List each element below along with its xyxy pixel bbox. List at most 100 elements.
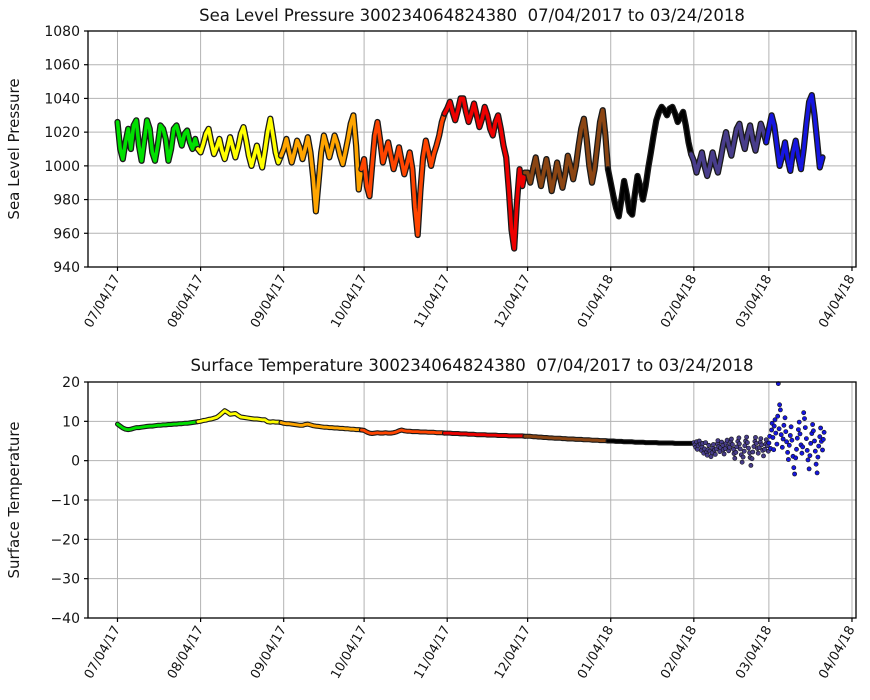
- y-tick-label: −20: [50, 532, 80, 548]
- mar-blue-scatter-point: [773, 430, 779, 436]
- x-tick-label: 01/04/18: [575, 273, 617, 331]
- mar-blue-scatter-point: [792, 471, 797, 477]
- mar-blue-scatter-point: [787, 433, 793, 438]
- mar-blue-scatter-point: [797, 431, 803, 437]
- x-tick-label: 12/04/17: [492, 624, 534, 682]
- mar-blue-scatter-point: [771, 447, 777, 453]
- jul-green-series: [115, 118, 200, 163]
- mar-blue-scatter-point: [778, 407, 783, 413]
- feb-darkslateblue-scatter-point: [753, 440, 759, 446]
- y-tick-label: 20: [62, 375, 80, 391]
- y-tick-label: 1020: [44, 125, 80, 141]
- feb-darkslateblue-scatter-point: [727, 444, 732, 450]
- mar-blue-scatter-point: [786, 457, 791, 462]
- mar-blue-scatter-point: [781, 422, 787, 428]
- feb-darkslateblue-scatter-point: [763, 437, 769, 443]
- axes-frame: [87, 30, 857, 268]
- feb-darkslateblue-scatter-point: [733, 449, 739, 455]
- mar-blue-scatter-point: [788, 424, 794, 430]
- mar-blue-scatter-point: [810, 422, 815, 427]
- mar-blue-scatter-point: [772, 417, 778, 423]
- nov-red-series: [442, 96, 527, 251]
- mar-blue-scatter-point: [817, 434, 823, 440]
- mar-blue-scatter-point: [791, 465, 797, 471]
- mar-blue-scatter-point: [793, 455, 799, 461]
- mar-blue-scatter-point: [770, 435, 776, 440]
- feb-darkslateblue-scatter-point: [755, 450, 761, 456]
- feb-darkslateblue-scatter-point: [744, 434, 749, 440]
- mar-blue-scatter-point: [780, 436, 786, 442]
- x-tick-label: 04/04/18: [816, 624, 858, 682]
- sep-orange-series: [279, 421, 363, 432]
- mar-blue-scatter-point: [777, 402, 782, 408]
- mar-blue-scatter-point: [775, 413, 781, 419]
- mar-blue-scatter-point: [804, 436, 809, 441]
- mar-blue-scatter-point: [794, 446, 799, 452]
- x-tick-label: 09/04/17: [248, 624, 290, 682]
- feb-darkslateblue-scatter-point: [708, 454, 714, 460]
- y-tick-label: 10: [62, 414, 80, 430]
- x-tick-label: 09/04/17: [248, 273, 290, 331]
- jul-green-series: [116, 420, 200, 431]
- x-tick-label: 02/04/18: [658, 273, 700, 331]
- feb-darkslateblue-scatter-point: [749, 456, 755, 462]
- y-tick-label: 940: [53, 260, 80, 276]
- feb-darkslateblue-series: [689, 121, 768, 178]
- feb-darkslateblue-scatter-point: [703, 440, 708, 445]
- mar-blue-scatter-point: [802, 425, 808, 430]
- mar-blue-scatter-point: [796, 419, 802, 425]
- mar-blue-series: [764, 93, 825, 173]
- y-tick-label: 1060: [44, 58, 80, 74]
- feb-darkslateblue-scatter-point: [758, 436, 764, 441]
- feb-darkslateblue-scatter-point: [748, 462, 754, 468]
- feb-darkslateblue-scatter-point: [759, 442, 764, 448]
- feb-darkslateblue-scatter-point: [761, 453, 766, 459]
- feb-darkslateblue-scatter-point: [746, 445, 751, 451]
- y-tick-label: −10: [50, 493, 80, 509]
- mar-blue-scatter-point: [796, 427, 801, 432]
- feb-darkslateblue-scatter-point: [736, 435, 742, 441]
- y-tick-label: 0: [71, 454, 80, 470]
- feb-darkslateblue-scatter-point: [750, 449, 756, 455]
- mar-blue-scatter-point: [794, 435, 800, 441]
- mar-blue-scatter-point: [802, 416, 807, 421]
- y-tick-label: 1040: [44, 91, 80, 107]
- aug-yellow-series: [196, 116, 283, 170]
- surface-temperature-plot: 07/04/17 08/04/17 09/04/17 10/04/17 11/04/17…: [50, 375, 858, 682]
- feb-darkslateblue-scatter-point: [751, 444, 757, 449]
- x-tick-label: 12/04/17: [492, 273, 534, 331]
- feb-darkslateblue-scatter-point: [741, 448, 747, 454]
- mar-blue-scatter-point: [789, 437, 795, 443]
- feb-darkslateblue-scatter-point: [745, 440, 750, 445]
- y-tick-label: −30: [50, 572, 80, 588]
- mar-blue-scatter-point: [779, 444, 785, 450]
- mar-blue-scatter-point: [811, 428, 816, 434]
- mar-blue-scatter-point: [800, 444, 806, 450]
- mar-blue-scatter-point: [799, 450, 805, 456]
- mar-blue-scatter-point: [783, 429, 789, 434]
- feb-darkslateblue-scatter-point: [730, 442, 735, 447]
- x-tick-label: 04/04/18: [816, 273, 858, 331]
- x-tick-label: 11/04/17: [411, 624, 453, 682]
- y-tick-label: −40: [50, 611, 80, 627]
- mar-blue-scatter-point: [813, 461, 819, 467]
- sea-level-pressure-plot: 07/04/17 08/04/17 09/04/17 10/04/17 11/04/17…: [44, 24, 858, 331]
- temperature-chart-title: Surface Temperature 300234064824380 07/0…: [190, 356, 754, 375]
- jan-black-series: [606, 105, 693, 219]
- feb-darkslateblue-scatter-point: [729, 436, 734, 442]
- mar-blue-scatter-point: [786, 442, 792, 448]
- oct-orangered-series: [360, 428, 446, 435]
- feb-darkslateblue-scatter-point: [737, 446, 743, 452]
- jan-black-series: [606, 439, 693, 445]
- feb-darkslateblue-scatter-point: [711, 442, 716, 447]
- x-tick-label: 03/04/18: [733, 624, 775, 682]
- mar-blue-scatter-point: [812, 438, 817, 444]
- x-tick-label: 07/04/17: [82, 624, 124, 682]
- mar-blue-scatter-point: [821, 429, 827, 435]
- mar-blue-scatter-point: [801, 410, 807, 416]
- mar-blue-scatter-point: [808, 440, 814, 446]
- feb-darkslateblue-scatter-point: [739, 459, 745, 465]
- mar-blue-scatter-point: [805, 457, 811, 463]
- feb-darkslateblue-scatter-point: [740, 454, 746, 460]
